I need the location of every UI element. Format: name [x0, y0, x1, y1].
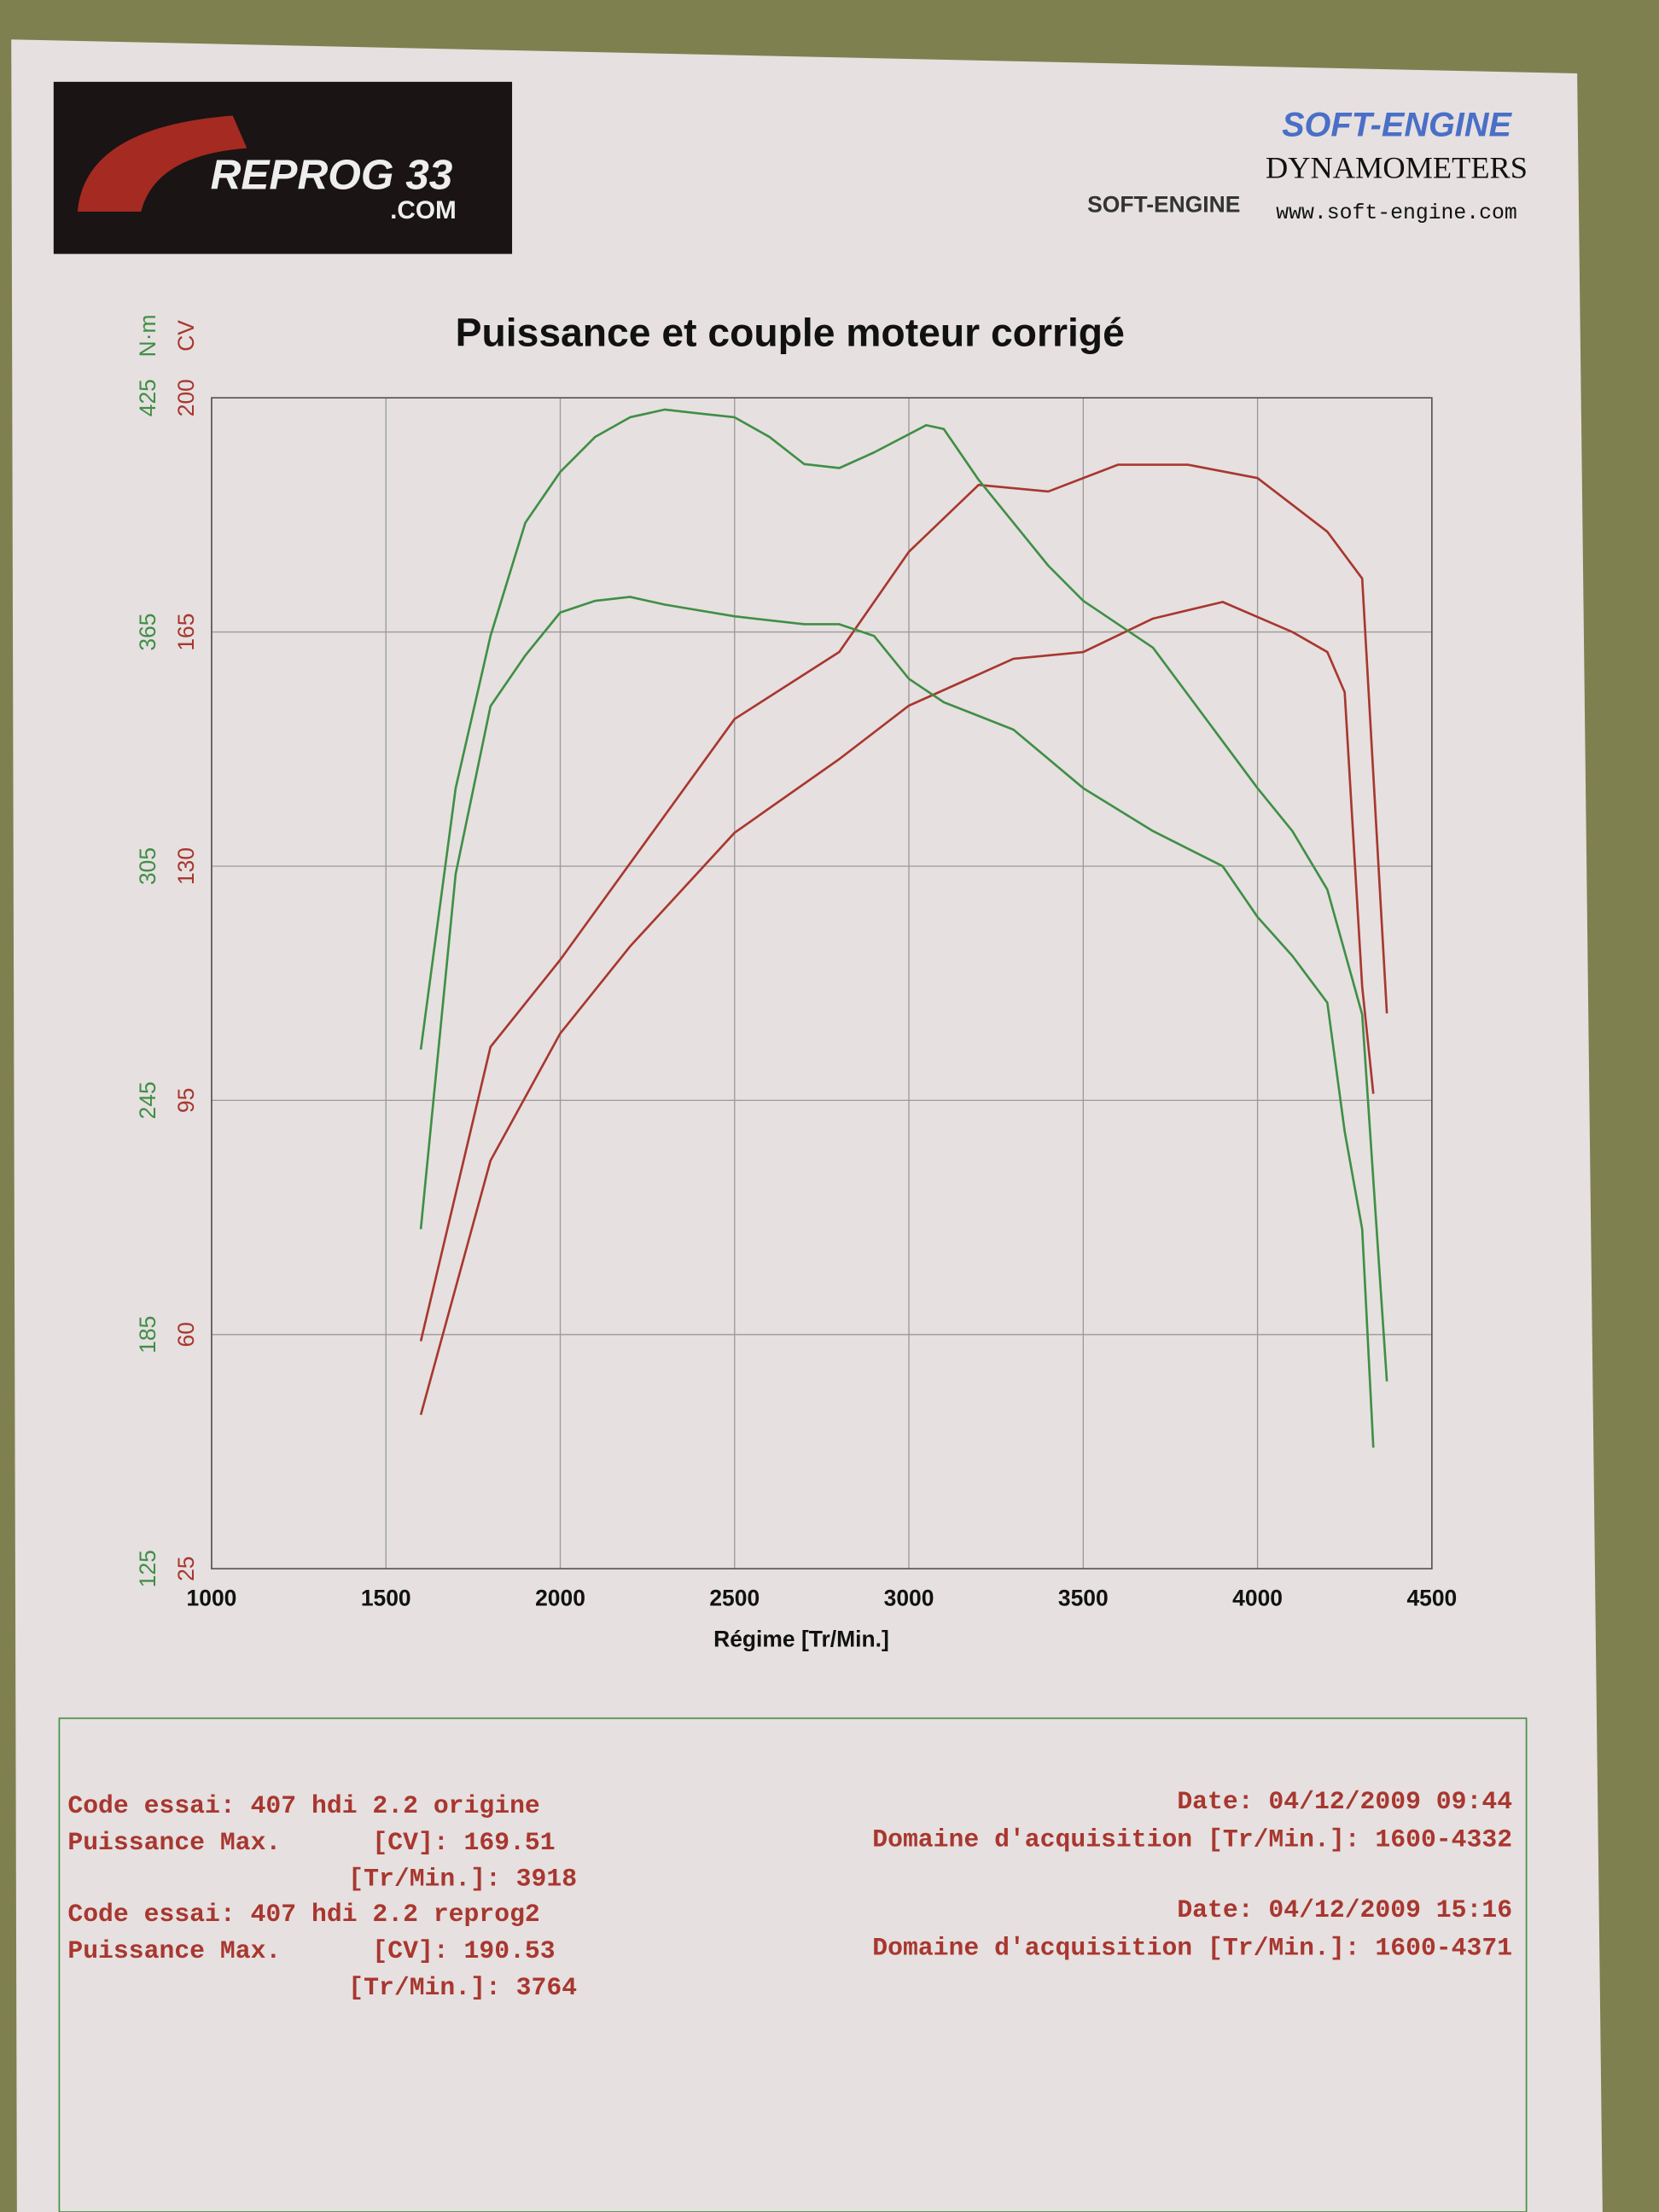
y2-axis-label: N·m [135, 314, 160, 357]
test-power: Puissance Max. [CV]: 169.51 [67, 1828, 555, 1857]
logo-swoosh [77, 115, 247, 212]
brand: SOFT-ENGINE [1282, 106, 1512, 143]
test-code: Code essai: 407 hdi 2.2 reprog2 [67, 1900, 539, 1929]
paper [11, 39, 1603, 2212]
x-tick-label: 4500 [1406, 1586, 1457, 1611]
data-line [419, 463, 1388, 1342]
report: Code essai: 407 hdi 2.2 origine Puissance… [67, 1787, 1512, 2002]
plot: Puissance et couple moteur corrigé Régim… [135, 311, 1457, 1652]
test-range: Domaine d'acquisition [Tr/Min.]: 1600-43… [872, 1934, 1512, 1963]
y2-tick-label: 425 [135, 379, 160, 416]
brand-sub: DYNAMOMETERS [1266, 150, 1528, 184]
test-code: Code essai: 407 hdi 2.2 origine [67, 1791, 539, 1820]
data-line [419, 601, 1375, 1416]
data-line [419, 596, 1375, 1448]
y2-tick-label: 125 [135, 1550, 160, 1587]
y2-tick-label: 185 [135, 1316, 160, 1353]
x-tick-label: 3000 [884, 1586, 934, 1611]
plot-frame [211, 397, 1433, 1570]
x-tick-label: 4000 [1232, 1586, 1283, 1611]
x-tick-label: 1500 [361, 1586, 411, 1611]
test-power: Puissance Max. [CV]: 190.53 [67, 1936, 555, 1965]
y-tick-label: 25 [173, 1556, 199, 1580]
x-tick-label: 3500 [1058, 1586, 1109, 1611]
logo-text: SOFT-ENGINE [1087, 191, 1240, 217]
x-tick-label: 2500 [709, 1586, 760, 1611]
test-rpm: [Tr/Min.]: 3918 [348, 1865, 577, 1894]
test-date: Date: 04/12/2009 15:16 [1177, 1895, 1512, 1924]
test-rpm: [Tr/Min.]: 3764 [348, 1973, 577, 2002]
y2-tick-label: 305 [135, 847, 160, 885]
logo-text: .COM [390, 196, 457, 224]
data-line [419, 408, 1388, 1382]
info-box [58, 1717, 1528, 2212]
website: www.soft-engine.com [1276, 201, 1517, 225]
y2-tick-label: 365 [135, 614, 160, 651]
x-tick-label: 2000 [535, 1586, 585, 1611]
y-tick-label: 200 [173, 379, 199, 416]
x-tick-label: 1000 [187, 1586, 237, 1611]
y-tick-label: 130 [173, 847, 199, 885]
x-axis-label: Régime [Tr/Min.] [713, 1626, 889, 1651]
y2-tick-label: 245 [135, 1081, 160, 1119]
y-tick-label: 165 [173, 614, 199, 651]
y-axis-label: CV [173, 320, 199, 352]
logo-text: REPROG 33 [211, 150, 453, 198]
chart-title: Puissance et couple moteur corrigé [456, 311, 1125, 355]
test-range: Domaine d'acquisition [Tr/Min.]: 1600-43… [872, 1825, 1512, 1854]
y-tick-label: 60 [173, 1322, 199, 1347]
test-date: Date: 04/12/2009 09:44 [1177, 1787, 1512, 1816]
y-tick-label: 95 [173, 1088, 199, 1113]
